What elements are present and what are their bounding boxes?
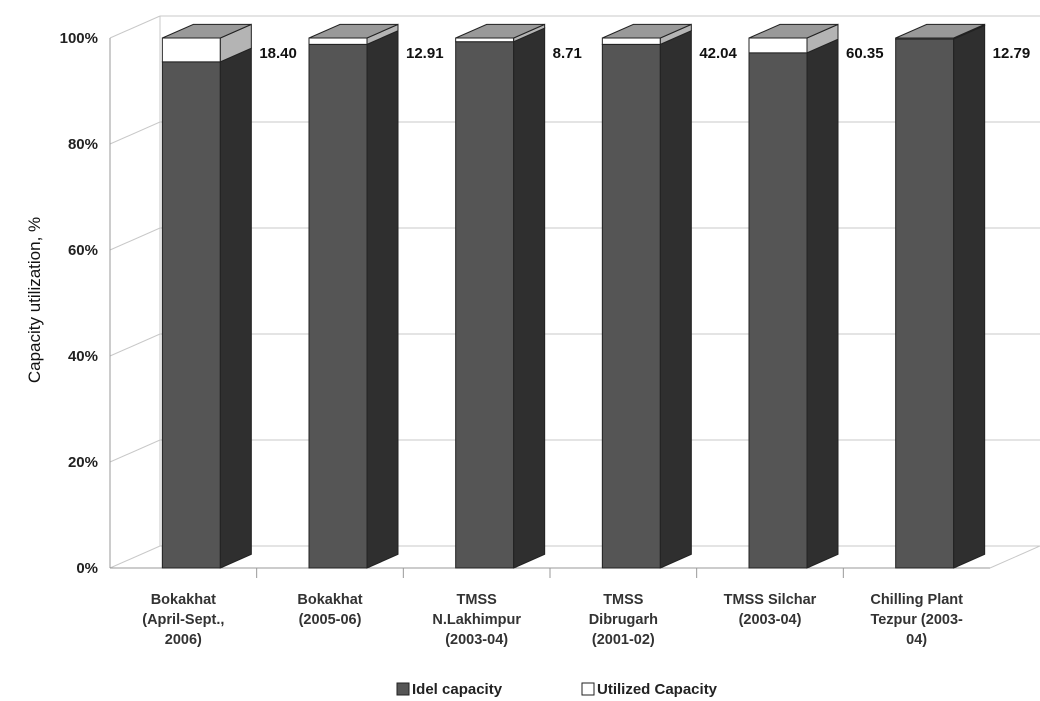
grid-connector [109,227,161,251]
category-label-line: (2003-04) [739,612,802,628]
y-tick-label: 80% [68,136,98,153]
legend-label-idel-capacity: Idel capacity [412,681,503,698]
category-label-line: 2006) [165,632,202,648]
data-label: 42.04 [699,45,737,62]
category-label-line: Tezpur (2003- [870,612,963,628]
grid-connector [109,15,161,39]
legend-label-utilized-capacity: Utilized Capacity [597,681,718,698]
floor-edge [989,545,1040,569]
bar-top [602,23,692,39]
category-label: TMSS Dibrugarh (2001-02) [589,592,658,648]
y-tick-label: 0% [76,560,98,577]
grid-connector [109,439,161,463]
bar-front [455,37,515,43]
bar-side [513,27,546,569]
bar-front [161,61,221,569]
bar-front [748,52,808,569]
data-label: 60.35 [846,45,884,62]
category-label-line: (2005-06) [299,612,362,628]
grid-connector [109,333,161,357]
y-tick-label: 100% [60,30,98,47]
bar-top [895,23,985,39]
bar-front [601,43,661,569]
bar-top [748,23,839,39]
category-label: TMSS Silchar (2003-04) [724,592,817,628]
category-label-line: N.Lakhimpur [432,612,521,628]
x-axis-categories: Bokakhat (April-Sept., 2006) Bokakhat (2005-… [142,592,963,648]
y-tick-label: 20% [68,454,98,471]
category-label: Bokakhat (2005-06) [297,592,362,628]
grid-connector [109,121,161,145]
bar-front [161,37,221,63]
grid-lines [109,15,1040,578]
data-label: 12.91 [406,45,444,62]
bar-front [748,37,808,54]
category-label: Bokakhat (April-Sept., 2006) [142,592,224,648]
legend: Idel capacity Utilized Capacity [396,681,718,698]
y-axis-ticks: 0% 20% 40% 60% 80% 100% [60,30,98,577]
bar-front [308,37,368,45]
category-label-line: (2003-04) [445,632,508,648]
bar-side [806,38,839,569]
category-label-line: TMSS [603,592,644,608]
y-axis-label: Capacity utilization, % [25,217,44,383]
category-label-line: 04) [906,632,927,648]
category-label-line: Bokakhat [151,592,216,608]
category-label-line: TMSS Silchar [724,592,817,608]
category-label-line: (April-Sept., [142,612,224,628]
category-label-line: Chilling Plant [870,592,963,608]
legend-swatch-utilized-capacity [581,682,595,696]
category-label-line: Bokakhat [297,592,362,608]
category-label: TMSS N.Lakhimpur (2003-04) [432,592,521,648]
category-label-line: TMSS [457,592,498,608]
bar-front [455,41,515,569]
data-label: 18.40 [259,45,297,62]
category-label: Chilling Plant Tezpur (2003- 04) [870,592,963,648]
bar-side [366,29,399,569]
bar-front [895,38,955,569]
bar-top [162,23,252,39]
category-label-line: (2001-02) [592,632,655,648]
bar-side [219,47,252,569]
y-tick-label: 40% [68,348,98,365]
bar-top [455,23,545,39]
data-label: 8.71 [553,45,582,62]
bar-top [308,23,399,39]
bar-front [308,43,368,569]
bar-side [953,24,986,569]
y-tick-label: 60% [68,242,98,259]
bar-front [601,37,661,45]
grid-connector [109,545,161,569]
data-labels: 18.40 12.91 8.71 42.04 60.35 12.79 [259,45,1030,62]
bar-side [659,29,692,569]
category-label-line: Dibrugarh [589,612,658,628]
data-label: 12.79 [993,45,1031,62]
bars [161,23,986,569]
legend-swatch-idel-capacity [396,682,410,696]
